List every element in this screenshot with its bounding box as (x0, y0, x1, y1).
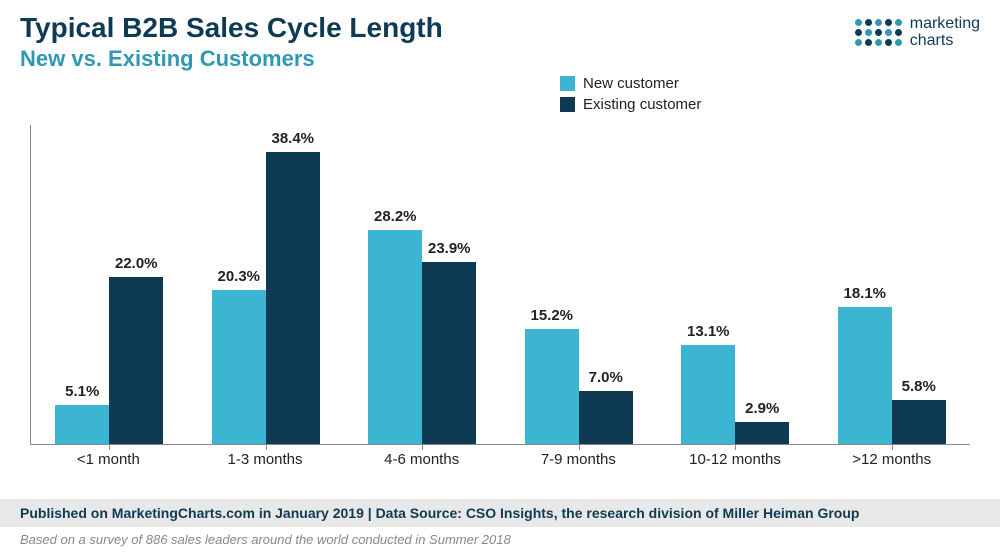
bar-value-label: 13.1% (687, 323, 730, 340)
logo-line2: charts (910, 33, 980, 50)
brand-logo: marketing charts (855, 12, 980, 50)
bar: 5.8% (892, 400, 946, 444)
x-axis-labels: <1 month1-3 months4-6 months7-9 months10… (30, 451, 970, 468)
legend-item-new: New customer (560, 75, 701, 92)
bar: 38.4% (266, 152, 320, 444)
bar: 18.1% (838, 307, 892, 444)
x-axis-label: 10-12 months (657, 451, 814, 468)
bar: 13.1% (681, 345, 735, 444)
x-axis-label: 4-6 months (343, 451, 500, 468)
chart-subtitle: New vs. Existing Customers (20, 46, 855, 72)
bar-value-label: 23.9% (428, 240, 471, 257)
bar: 22.0% (109, 277, 163, 444)
bar-group: 15.2%7.0% (501, 125, 658, 444)
x-axis-label: <1 month (30, 451, 187, 468)
bar-value-label: 5.8% (902, 378, 936, 395)
header: Typical B2B Sales Cycle Length New vs. E… (0, 0, 1000, 76)
bar: 5.1% (55, 405, 109, 444)
bar: 28.2% (368, 230, 422, 444)
footer: Published on MarketingCharts.com in Janu… (0, 499, 1000, 555)
plot-area: 5.1%22.0%20.3%38.4%28.2%23.9%15.2%7.0%13… (30, 125, 970, 445)
x-axis-label: 7-9 months (500, 451, 657, 468)
bar-group: 18.1%5.8% (814, 125, 971, 444)
legend-label: New customer (583, 75, 679, 92)
chart-area: 5.1%22.0%20.3%38.4%28.2%23.9%15.2%7.0%13… (30, 125, 970, 475)
title-block: Typical B2B Sales Cycle Length New vs. E… (20, 12, 855, 72)
bar: 20.3% (212, 290, 266, 444)
legend: New customer Existing customer (560, 75, 701, 117)
bar-value-label: 38.4% (271, 130, 314, 147)
footer-source: Published on MarketingCharts.com in Janu… (0, 499, 1000, 527)
bar-value-label: 18.1% (843, 285, 886, 302)
legend-item-existing: Existing customer (560, 96, 701, 113)
bar-value-label: 5.1% (65, 383, 99, 400)
bar: 2.9% (735, 422, 789, 444)
bar-value-label: 22.0% (115, 255, 158, 272)
bar-group: 13.1%2.9% (657, 125, 814, 444)
legend-swatch-icon (560, 76, 575, 91)
bar-group: 28.2%23.9% (344, 125, 501, 444)
logo-text: marketing charts (910, 16, 980, 50)
bar-group: 20.3%38.4% (188, 125, 345, 444)
x-axis-label: >12 months (813, 451, 970, 468)
footer-note: Based on a survey of 886 sales leaders a… (0, 527, 1000, 555)
legend-label: Existing customer (583, 96, 701, 113)
bar-value-label: 2.9% (745, 400, 779, 417)
bar-value-label: 28.2% (374, 208, 417, 225)
bar-value-label: 15.2% (530, 307, 573, 324)
bar: 23.9% (422, 262, 476, 444)
logo-line1: marketing (910, 16, 980, 33)
bar-value-label: 20.3% (217, 268, 260, 285)
bar: 15.2% (525, 329, 579, 444)
bar-group: 5.1%22.0% (31, 125, 188, 444)
bar: 7.0% (579, 391, 633, 444)
legend-swatch-icon (560, 97, 575, 112)
logo-dots-icon (855, 19, 902, 46)
bar-value-label: 7.0% (589, 369, 623, 386)
chart-title: Typical B2B Sales Cycle Length (20, 12, 855, 44)
x-axis-label: 1-3 months (187, 451, 344, 468)
